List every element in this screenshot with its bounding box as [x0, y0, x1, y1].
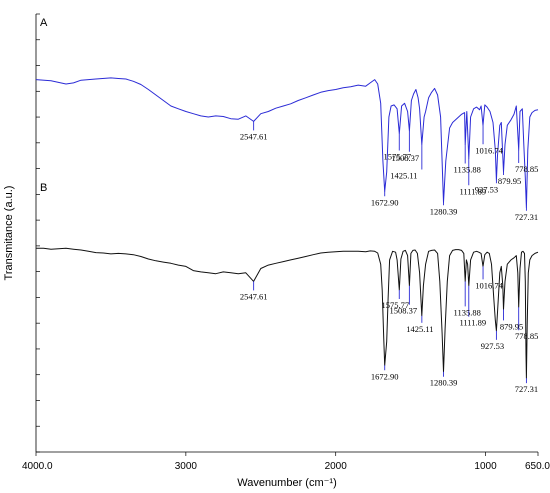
peak-label: 1111.89	[459, 186, 486, 196]
x-tick-label: 4000.0	[22, 461, 53, 472]
series-label-b: B	[40, 182, 47, 194]
series-layer	[35, 77, 539, 379]
peak-label: 1575.77	[381, 300, 409, 310]
label-layer: 2547.611672.901575.771508.371425.111280.…	[240, 131, 539, 394]
peak-label: 1280.39	[430, 378, 458, 388]
peak-label: 1135.88	[454, 165, 481, 175]
x-tick-label: 650.0	[525, 461, 550, 472]
peak-label: 1280.39	[430, 206, 458, 216]
x-tick-label: 3000	[175, 461, 198, 472]
peak-label: 1016.74	[475, 280, 503, 290]
peak-label: 727.31	[515, 384, 538, 394]
axes: 4000.0 3000 2000 1000 650.0	[22, 13, 550, 472]
y-axis-title: Transmitance (a.u.)	[3, 186, 15, 281]
x-axis-title: Wavenumber (cm⁻¹)	[237, 477, 337, 489]
peak-label: 1135.88	[454, 307, 481, 317]
x-tick-label: 2000	[325, 461, 348, 472]
peak-label: 1672.90	[371, 197, 399, 207]
peak-label: 778.85	[515, 164, 538, 174]
peak-label: 778.85	[515, 331, 538, 341]
peak-label: 727.31	[515, 212, 538, 222]
peak-label: 1425.11	[390, 171, 417, 181]
peak-label: 1508.37	[390, 306, 418, 316]
peak-label: 1672.90	[371, 371, 399, 381]
series-label-a: A	[40, 17, 48, 29]
peak-label: 879.95	[498, 176, 521, 186]
series-line-b	[36, 247, 539, 379]
x-tick-label: 1000	[474, 461, 497, 472]
peak-label: 1508.37	[392, 153, 420, 163]
peak-label: 1575.77	[383, 152, 411, 162]
peak-label: 1425.11	[406, 324, 433, 334]
marker-layer	[253, 121, 527, 384]
peak-label: 1111.89	[459, 318, 486, 328]
peak-label: 1016.74	[475, 145, 503, 155]
peak-label: 927.53	[481, 341, 504, 351]
peak-label: 927.53	[475, 184, 498, 194]
peak-label: 2547.61	[240, 131, 268, 141]
peak-label: 879.95	[500, 321, 523, 331]
peak-label: 2547.61	[240, 291, 268, 301]
